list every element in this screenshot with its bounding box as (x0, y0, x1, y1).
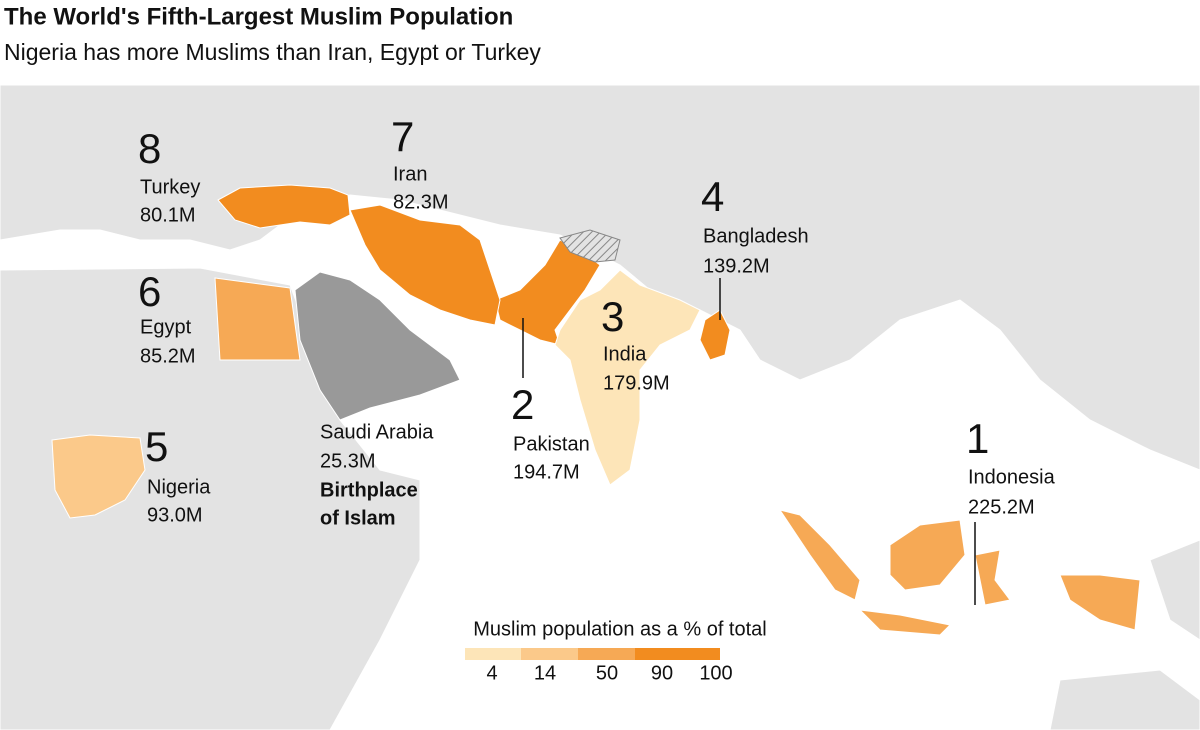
legend-title: Muslim population as a % of total (473, 618, 767, 640)
rank: 7 (391, 113, 414, 160)
background-land (0, 84, 1200, 730)
country-name: Turkey (140, 176, 200, 198)
legend-tick: 50 (596, 662, 618, 684)
country-shape (349, 204, 501, 326)
population: 93.0M (147, 504, 203, 526)
annotation: of Islam (320, 507, 396, 529)
disputed-region (559, 229, 621, 263)
rank: 3 (601, 293, 624, 340)
country-name: Egypt (140, 316, 192, 338)
country-name: Indonesia (968, 466, 1056, 488)
population: 85.2M (140, 345, 196, 367)
legend-tick: 4 (486, 662, 497, 684)
rank: 2 (511, 381, 534, 428)
country-name: India (603, 343, 647, 365)
country-shape (294, 271, 461, 421)
legend-swatch (521, 648, 578, 660)
rank: 6 (138, 268, 161, 315)
country-shape (217, 184, 351, 229)
country-shape (778, 509, 861, 601)
country-shape (554, 269, 701, 486)
country-name: Saudi Arabia (320, 421, 434, 443)
countries (51, 184, 1141, 636)
legend-tick: 100 (699, 662, 732, 684)
country-name: Iran (393, 163, 427, 185)
population: 25.3M (320, 450, 376, 472)
legend-swatch (635, 648, 720, 660)
rank: 5 (145, 423, 168, 470)
country-shape (214, 277, 301, 361)
country-shape (1059, 574, 1141, 631)
country-shape (858, 609, 952, 636)
population: 225.2M (968, 496, 1035, 518)
legend-tick: 14 (534, 662, 556, 684)
country-shape (889, 519, 966, 591)
rank: 1 (966, 415, 989, 462)
country-shape (51, 434, 146, 519)
title: The World's Fifth-Largest Muslim Populat… (4, 3, 513, 30)
labels: 1 Indonesia 225.2M 2 Pakistan 194.7M 3 I… (138, 113, 1056, 529)
rank: 8 (138, 125, 161, 172)
legend-tick: 90 (651, 662, 673, 684)
leaders (522, 278, 976, 605)
country-name: Bangladesh (703, 225, 809, 247)
population: 194.7M (513, 461, 580, 483)
population: 80.1M (140, 204, 196, 226)
population: 179.9M (603, 372, 670, 394)
rank: 4 (701, 173, 724, 220)
legend: Muslim population as a % of total 4 14 5… (465, 618, 767, 684)
annotation: Birthplace (320, 479, 418, 501)
population: 82.3M (393, 191, 449, 213)
country-shape (974, 549, 1011, 606)
population: 139.2M (703, 255, 770, 277)
country-name: Pakistan (513, 433, 590, 455)
legend-swatch (465, 648, 521, 660)
subtitle: Nigeria has more Muslims than Iran, Egyp… (4, 39, 541, 65)
country-name: Nigeria (147, 476, 211, 498)
legend-swatch (578, 648, 635, 660)
